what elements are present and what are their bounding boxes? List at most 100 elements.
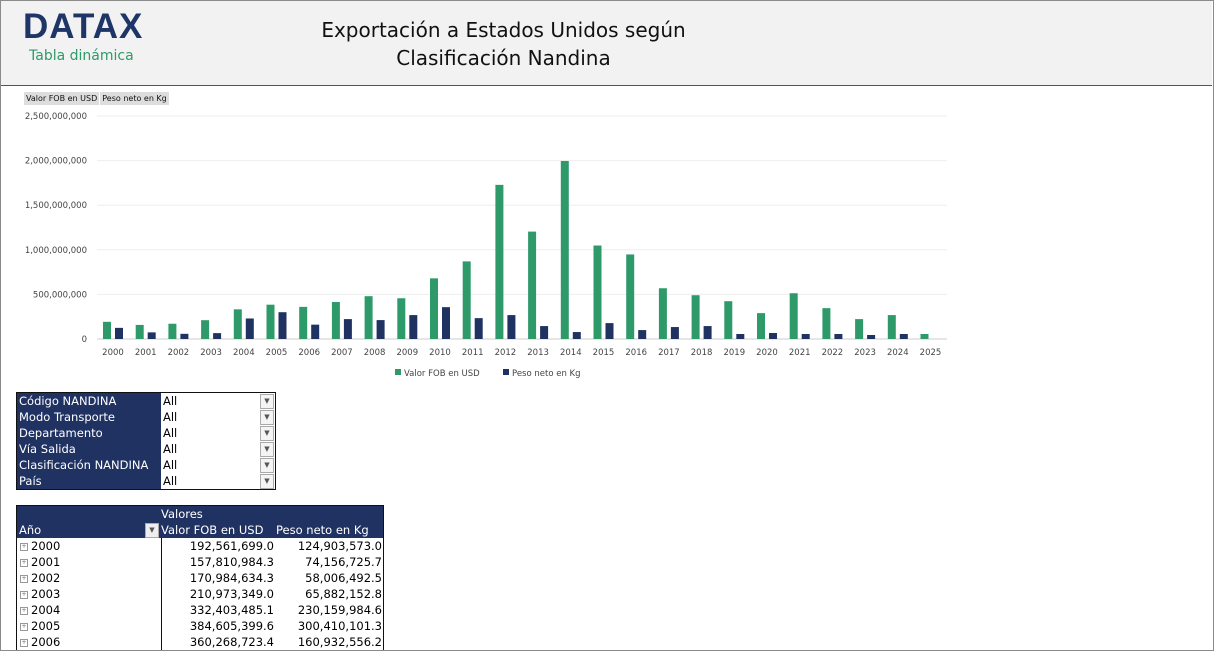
year-cell: 2000 [31,539,61,553]
x-tick-label: 2004 [233,348,255,358]
filter-row: País All ▼ [17,473,275,489]
x-tick-label: 2025 [920,348,942,358]
dropdown-arrow-icon[interactable]: ▼ [260,394,274,409]
x-tick-label: 2007 [331,348,353,358]
bar-fob-2015 [593,245,602,339]
bar-fob-2018 [691,295,700,339]
bar-fob-2009 [397,298,406,339]
x-tick-label: 2008 [364,348,386,358]
filter-value[interactable]: All ▼ [161,473,275,489]
col-header-fob: Valor FOB en USD [161,523,264,537]
filter-label: Código NANDINA [17,393,161,409]
expand-icon[interactable]: + [20,590,28,599]
filter-value[interactable]: All ▼ [161,441,275,457]
page-title: Exportación a Estados Unidos según Clasif… [321,18,686,70]
year-filter-dropdown[interactable]: ▼ [145,523,159,538]
expand-icon[interactable]: + [20,606,28,615]
table-row: +2003 210,973,349.0 65,882,152.8 [17,586,383,602]
dropdown-arrow-icon[interactable]: ▼ [260,410,274,425]
bar-fob-2020 [757,313,765,339]
filter-label: Clasificación NANDINA [17,457,161,473]
x-tick-label: 2024 [887,348,909,358]
bar-peso-2024 [899,334,908,339]
header: DATAX Tabla dinámica Exportación a Estad… [1,1,1212,86]
bar-fob-2003 [201,320,210,339]
dropdown-arrow-icon[interactable]: ▼ [260,458,274,473]
bar-peso-2022 [834,334,843,339]
filter-value[interactable]: All ▼ [161,409,275,425]
bar-peso-2015 [605,323,614,339]
x-tick-label: 2009 [396,348,418,358]
bar-fob-2001 [135,324,144,339]
legend-label: Peso neto en Kg [512,369,581,379]
bar-peso-2019 [736,334,745,339]
bar-peso-2010 [442,307,450,339]
field-button-kg[interactable]: Peso neto en Kg [100,92,169,105]
bar-fob-2000 [103,321,111,339]
filter-value[interactable]: All ▼ [161,457,275,473]
legend-swatch [395,369,401,375]
expand-icon[interactable]: + [20,542,28,551]
fob-cell: 157,810,984.3 [189,555,274,569]
kg-cell: 74,156,725.7 [305,555,382,569]
bar-fob-2019 [724,301,733,339]
filter-row: Código NANDINA All ▼ [17,393,275,409]
x-tick-label: 2003 [200,348,222,358]
x-tick-label: 2020 [756,348,778,358]
fob-cell: 360,268,723.4 [189,635,274,649]
filter-row: Modo Transporte All ▼ [17,409,275,425]
bar-peso-2013 [540,326,549,339]
bar-peso-2001 [147,332,156,339]
dropdown-arrow-icon[interactable]: ▼ [260,426,274,441]
year-cell: 2002 [31,571,61,585]
filter-value[interactable]: All ▼ [161,393,275,409]
kg-cell: 230,159,984.6 [297,603,382,617]
filter-label: Modo Transporte [17,409,161,425]
table-row: +2002 170,984,634.3 58,006,492.5 [17,570,383,586]
x-tick-label: 2017 [658,348,680,358]
dropdown-arrow-icon[interactable]: ▼ [260,474,274,489]
x-tick-label: 2012 [495,348,517,358]
expand-icon[interactable]: + [20,638,28,647]
pivot-table: Valores Año ▼ Valor FOB en USD Peso neto… [16,505,384,650]
bar-peso-2007 [343,319,352,339]
filter-row: Clasificación NANDINA All ▼ [17,457,275,473]
year-cell: 2006 [31,635,61,649]
x-tick-label: 2016 [625,348,647,358]
bar-fob-2012 [495,184,504,339]
filter-value[interactable]: All ▼ [161,425,275,441]
bar-peso-2005 [278,312,287,339]
x-tick-label: 2011 [462,348,484,358]
bar-fob-2025 [920,334,929,339]
bar-peso-2002 [180,333,189,339]
fob-cell: 192,561,699.0 [189,539,274,553]
bar-peso-2008 [376,320,385,339]
x-tick-label: 2010 [429,348,451,358]
bar-fob-2023 [855,319,864,339]
bar-peso-2009 [409,315,418,339]
bar-fob-2021 [789,293,798,339]
fob-cell: 210,973,349.0 [189,587,274,601]
x-tick-label: 2023 [854,348,876,358]
year-cell: 2004 [31,603,61,617]
bar-fob-2002 [168,323,177,339]
y-tick-label: 1,500,000,000 [25,201,87,211]
pivot-filters: Código NANDINA All ▼ Modo Transporte All ▼ Dep… [16,392,276,490]
x-tick-label: 2022 [822,348,844,358]
bar-fob-2024 [887,315,896,339]
x-tick-label: 2002 [168,348,190,358]
table-row: +2005 384,605,399.6 300,410,101.3 [17,618,383,634]
expand-icon[interactable]: + [20,574,28,583]
bar-peso-2017 [670,327,679,339]
filter-row: Departamento All ▼ [17,425,275,441]
bar-peso-2020 [769,333,777,339]
logo: DATAX [23,7,144,46]
dropdown-arrow-icon[interactable]: ▼ [260,442,274,457]
field-button-fob[interactable]: Valor FOB en USD [24,92,100,105]
bar-peso-2004 [245,318,254,339]
x-tick-label: 2005 [266,348,288,358]
expand-icon[interactable]: + [20,622,28,631]
expand-icon[interactable]: + [20,558,28,567]
table-row: +2001 157,810,984.3 74,156,725.7 [17,554,383,570]
bar-fob-2004 [233,309,242,339]
